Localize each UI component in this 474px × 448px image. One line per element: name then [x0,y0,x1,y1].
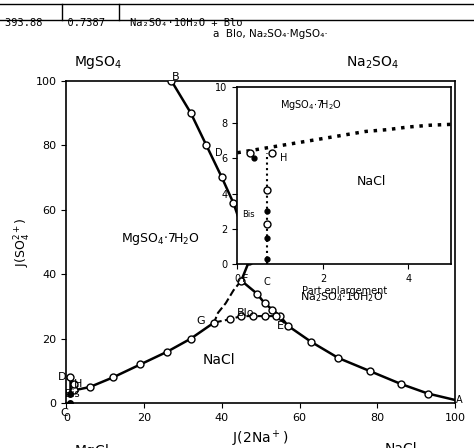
Text: Bis: Bis [65,388,80,399]
Text: C: C [61,408,68,418]
Text: B: B [172,73,179,82]
Text: NaCl: NaCl [385,442,418,448]
X-axis label: J(2Na$^+$): J(2Na$^+$) [232,428,289,448]
Y-axis label: J(SO$_4^{2+}$): J(SO$_4^{2+}$) [13,217,33,267]
Text: H: H [74,379,82,389]
Text: a  Blo, Na₂SO₄·MgSO₄·: a Blo, Na₂SO₄·MgSO₄· [213,29,328,39]
Text: 393.88    0.7387    Na₂SO₄·10H₂O + Blo: 393.88 0.7387 Na₂SO₄·10H₂O + Blo [5,18,242,28]
Text: A: A [456,395,462,405]
Text: MgSO$_4$$\cdot$7H$_2$O: MgSO$_4$$\cdot$7H$_2$O [121,231,200,247]
Text: MgSO$_4$: MgSO$_4$ [74,54,122,71]
Text: D: D [58,372,67,383]
Text: Na$_2$SO$_4$: Na$_2$SO$_4$ [346,55,399,71]
Text: MgCl$_2$: MgCl$_2$ [74,442,116,448]
Text: F: F [242,274,248,284]
Text: Na$_2$SO$_4$$\cdot$10H$_2$O: Na$_2$SO$_4$$\cdot$10H$_2$O [300,290,383,304]
Text: E: E [277,321,283,331]
Text: G: G [196,316,205,326]
Text: Blo: Blo [237,308,254,318]
Text: NaCl: NaCl [202,353,235,367]
